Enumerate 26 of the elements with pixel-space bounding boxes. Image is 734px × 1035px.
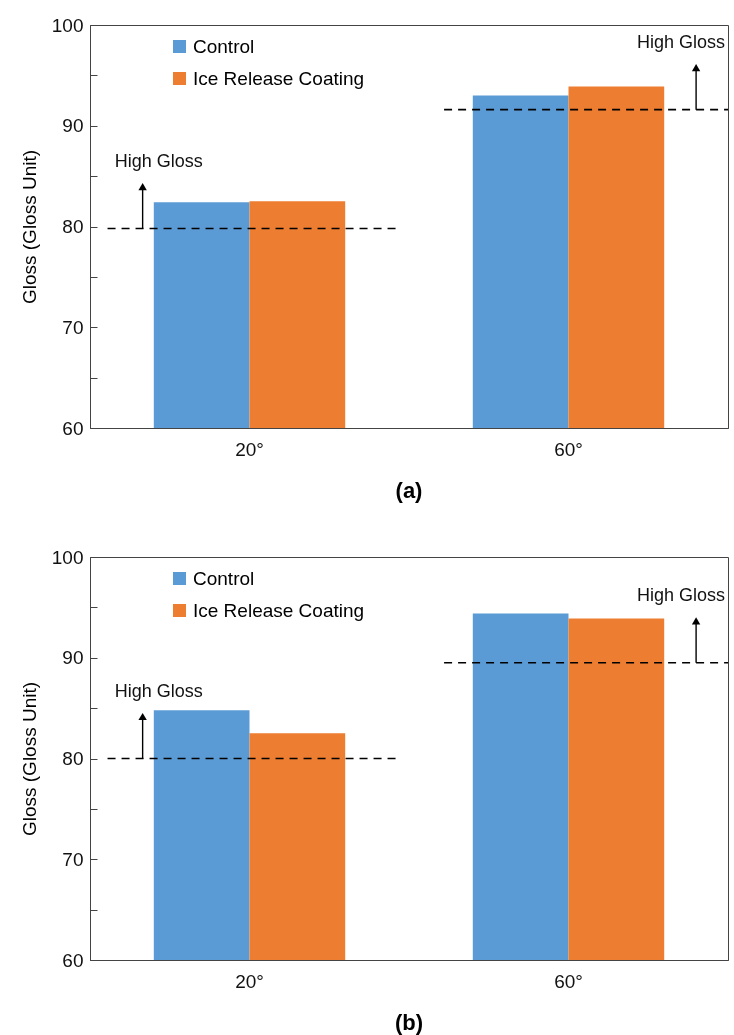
- ref-line-label: High Gloss: [637, 31, 726, 52]
- y-tick-label: 80: [62, 748, 84, 769]
- x-tick-label: 20°: [235, 970, 264, 992]
- x-tick-label: 60°: [554, 970, 583, 992]
- text: (a): [395, 478, 423, 503]
- legend-label: Control: [193, 567, 255, 589]
- x-tick-label: 60°: [554, 438, 583, 460]
- y-tick-label: 90: [62, 647, 84, 669]
- y-tick-label: 70: [62, 848, 84, 870]
- text: (b): [394, 1010, 424, 1035]
- y-axis-title: Gloss (Gloss Unit): [18, 681, 40, 837]
- y-tick-label: 70: [62, 316, 84, 338]
- ref-line-label: High Gloss: [637, 584, 726, 605]
- y-tick-label: 80: [62, 216, 84, 237]
- y-tick-label: 90: [62, 115, 84, 137]
- ref-line-label: High Gloss: [114, 680, 203, 701]
- y-tick-label: 60: [62, 417, 84, 439]
- legend-label: Control: [193, 35, 255, 57]
- legend-label: Ice Release Coating: [193, 599, 365, 621]
- legend-label: Ice Release Coating: [193, 67, 365, 89]
- x-tick-label: 20°: [235, 438, 264, 460]
- ref-line-label: High Gloss: [114, 150, 203, 171]
- y-tick-label: 100: [51, 14, 84, 36]
- y-tick-label: 60: [62, 949, 84, 971]
- y-tick-label: 100: [51, 546, 84, 568]
- y-axis-title: Gloss (Gloss Unit): [18, 149, 40, 305]
